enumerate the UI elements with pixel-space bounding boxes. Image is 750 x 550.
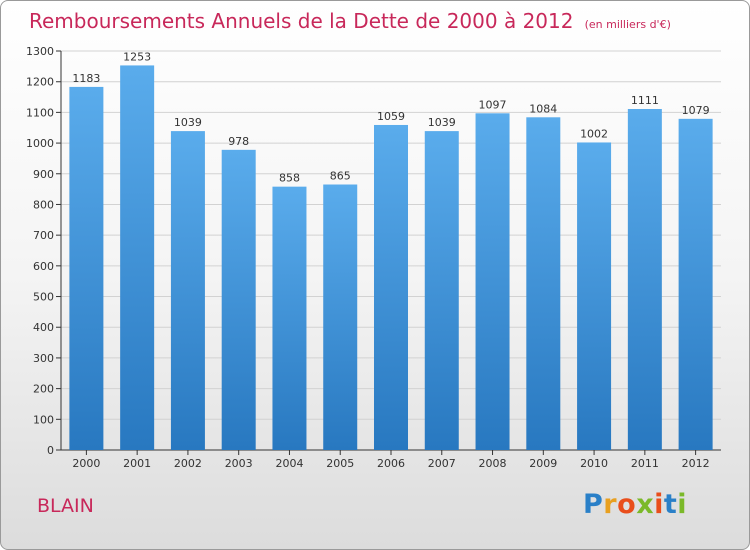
bar xyxy=(627,109,662,451)
proxiti-logo: Proxiti xyxy=(583,489,687,520)
chart-unit: (en milliers d'€) xyxy=(584,18,671,31)
x-tick-label: 2003 xyxy=(225,457,253,470)
y-tick-label: 1200 xyxy=(26,76,54,89)
chart-title: Remboursements Annuels de la Dette de 20… xyxy=(29,9,574,33)
bar xyxy=(120,65,155,450)
x-tick-label: 2005 xyxy=(326,457,354,470)
y-tick-label: 0 xyxy=(47,444,54,457)
bar-value-label: 1059 xyxy=(377,110,405,123)
x-tick-label: 2006 xyxy=(377,457,405,470)
logo-letter: i xyxy=(654,489,664,520)
commune-name: BLAIN xyxy=(37,495,94,517)
bar-value-label: 1084 xyxy=(529,102,557,115)
bar-value-label: 1183 xyxy=(72,72,100,85)
bar xyxy=(170,131,205,450)
x-tick-label: 2002 xyxy=(174,457,202,470)
x-tick-label: 2010 xyxy=(580,457,608,470)
x-tick-label: 2004 xyxy=(275,457,303,470)
y-tick-label: 1100 xyxy=(26,106,54,119)
y-tick-label: 1300 xyxy=(26,45,54,58)
x-tick-label: 2012 xyxy=(682,457,710,470)
bar xyxy=(526,117,561,451)
bar-value-label: 1039 xyxy=(428,116,456,129)
logo-letter: i xyxy=(677,489,688,520)
x-tick-label: 2007 xyxy=(428,457,456,470)
bar-value-label: 1002 xyxy=(580,127,608,140)
bar xyxy=(69,86,104,450)
bar xyxy=(374,124,408,451)
bar xyxy=(272,186,307,450)
y-tick-label: 400 xyxy=(33,321,54,334)
bar-value-label: 1039 xyxy=(174,116,202,129)
x-tick-label: 2001 xyxy=(123,457,151,470)
logo-letter: x xyxy=(636,489,655,520)
bar xyxy=(424,131,459,450)
logo-letter: o xyxy=(617,489,637,520)
bar-value-label: 865 xyxy=(330,170,351,183)
y-tick-label: 800 xyxy=(33,198,54,211)
x-tick-label: 2008 xyxy=(479,457,507,470)
bar-value-label: 1253 xyxy=(123,50,151,63)
x-tick-label: 2000 xyxy=(72,457,100,470)
bar-value-label: 1111 xyxy=(631,94,659,107)
bar xyxy=(221,149,256,450)
bar-value-label: 978 xyxy=(228,135,249,148)
y-tick-label: 700 xyxy=(33,229,54,242)
y-tick-label: 900 xyxy=(33,168,54,181)
bar xyxy=(323,184,358,450)
y-tick-label: 200 xyxy=(33,383,54,396)
logo-letter: P xyxy=(583,489,604,520)
bar-value-label: 858 xyxy=(279,172,300,185)
bar-value-label: 1097 xyxy=(479,98,507,111)
x-tick-label: 2011 xyxy=(631,457,659,470)
bar xyxy=(678,118,713,450)
y-tick-label: 300 xyxy=(33,352,54,365)
logo-letter: t xyxy=(663,489,678,520)
y-tick-label: 100 xyxy=(33,413,54,426)
x-tick-label: 2009 xyxy=(529,457,557,470)
bar xyxy=(475,113,510,450)
bar xyxy=(577,142,612,450)
y-tick-label: 500 xyxy=(33,291,54,304)
logo-letter: r xyxy=(603,489,618,520)
chart-title-block: Remboursements Annuels de la Dette de 20… xyxy=(29,9,671,33)
bar-value-label: 1079 xyxy=(682,104,710,117)
y-tick-label: 1000 xyxy=(26,137,54,150)
y-tick-label: 600 xyxy=(33,260,54,273)
